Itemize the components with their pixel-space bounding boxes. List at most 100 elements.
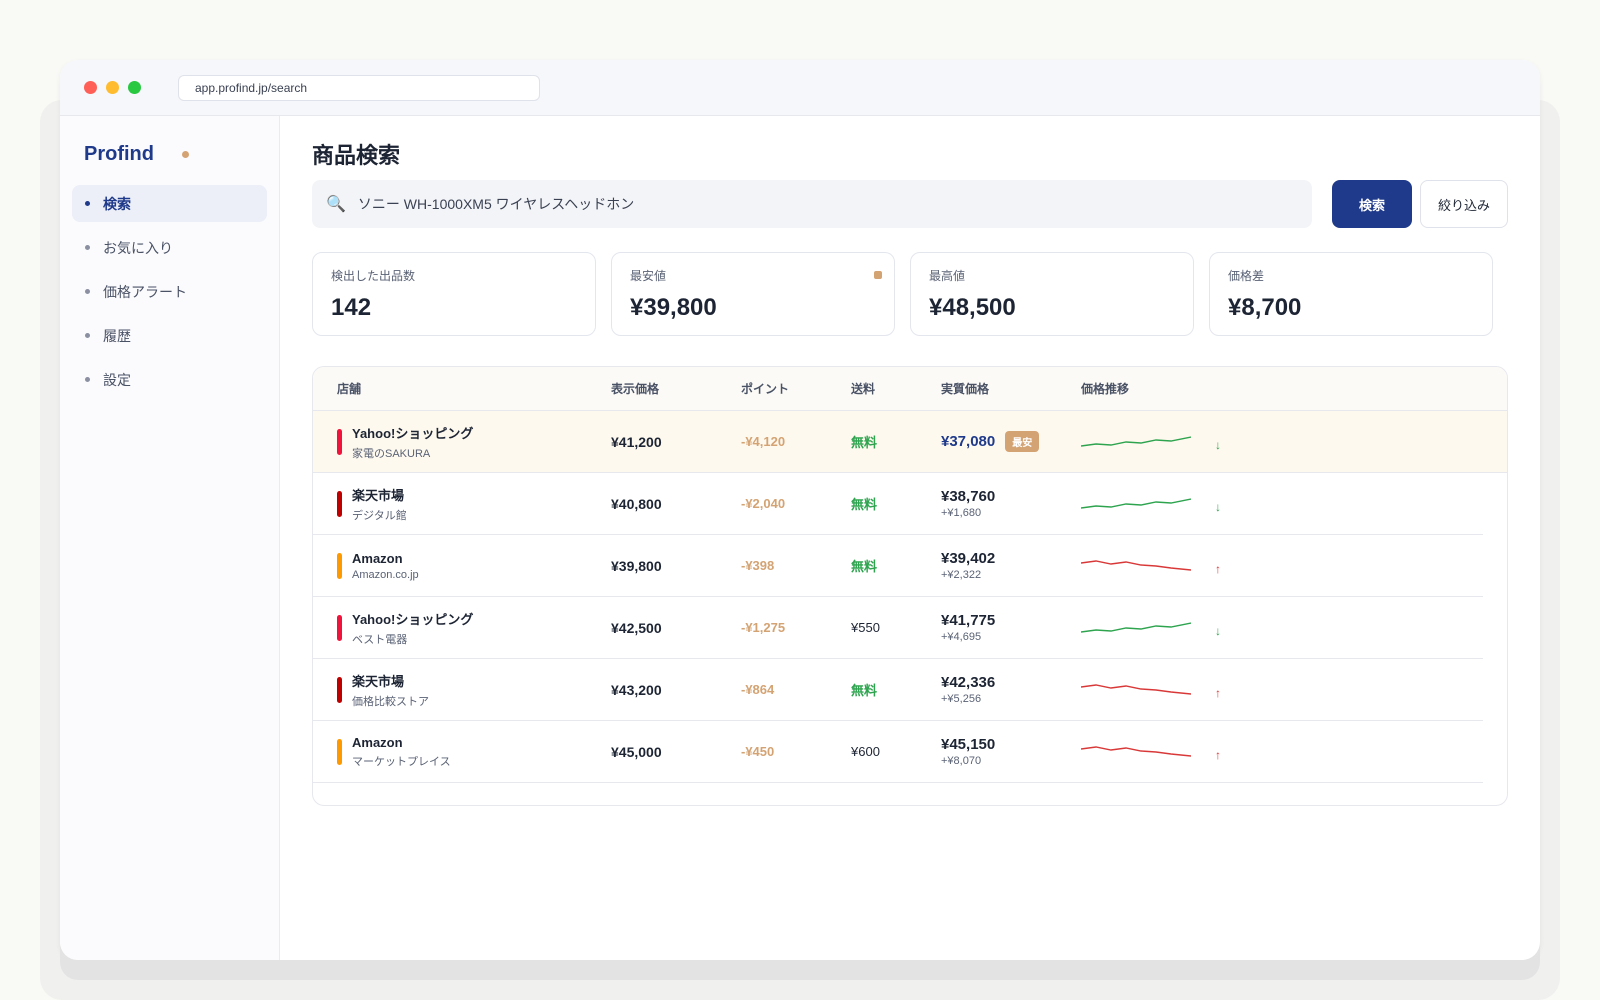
shop-store: マーケットプレイス bbox=[352, 755, 451, 768]
maximize-window-button[interactable] bbox=[128, 81, 141, 94]
table-row[interactable]: 楽天市場 デジタル館 ¥40,800 -¥2,040 無料 ¥38,760 +¥1,680 ↓ bbox=[313, 473, 1483, 535]
stat-card: 最高値 ¥48,500 bbox=[910, 252, 1194, 336]
shop-color-bar bbox=[337, 738, 342, 765]
header-price[interactable]: 表示価格 bbox=[611, 382, 660, 396]
sidebar-nav: 検索お気に入り価格アラート履歴設定 bbox=[60, 185, 279, 398]
shipping: ¥550 bbox=[851, 620, 880, 635]
sidebar-item-label: 検索 bbox=[103, 195, 131, 212]
sparkline-chart bbox=[1081, 621, 1191, 633]
shop-name: Yahoo!ショッピング bbox=[352, 611, 474, 627]
table-row[interactable]: Yahoo!ショッピング ベスト電器 ¥42,500 -¥1,275 ¥550 ¥41,7… bbox=[313, 597, 1483, 659]
trend-cell: ↓ bbox=[1081, 618, 1221, 638]
price-difference: +¥5,256 bbox=[941, 693, 982, 705]
close-window-button[interactable] bbox=[84, 81, 97, 94]
arrow-down-icon: ↓ bbox=[1215, 499, 1221, 514]
shop-store: デジタル館 bbox=[352, 509, 407, 522]
stat-label: 価格差 bbox=[1228, 269, 1265, 283]
header-trend: 価格推移 bbox=[1081, 382, 1130, 396]
shop-store: Amazon.co.jp bbox=[352, 568, 419, 581]
main-content: 商品検索 🔍 検索 絞り込み 検出した出品数 142 最安値 ¥39,800 最高値 ¥4… bbox=[280, 116, 1540, 960]
real-price-cell: ¥42,336 +¥5,256 bbox=[941, 674, 1081, 705]
trend-cell: ↑ bbox=[1081, 680, 1221, 700]
search-icon: 🔍 bbox=[326, 196, 346, 213]
nav-bullet-icon bbox=[85, 245, 90, 250]
nav-bullet-icon bbox=[85, 377, 90, 382]
shop-name: Amazon bbox=[352, 550, 403, 566]
table-row[interactable]: Amazon マーケットプレイス ¥45,000 -¥450 ¥600 ¥45,150 +¥… bbox=[313, 721, 1483, 783]
sidebar: Profind 検索 お気に入り 価格アラート 履歴 設定 bbox=[60, 116, 280, 960]
header-point[interactable]: ポイント bbox=[741, 382, 790, 396]
sidebar-item-4[interactable]: 設定 bbox=[72, 361, 267, 398]
stat-value: 142 bbox=[331, 294, 372, 321]
table-body: Yahoo!ショッピング 家電のSAKURA ¥41,200 -¥4,120 無料 ¥37… bbox=[313, 411, 1507, 783]
display-price: ¥43,200 bbox=[611, 681, 662, 698]
search-box[interactable]: 🔍 bbox=[312, 180, 1312, 228]
price-difference: +¥2,322 bbox=[941, 569, 982, 581]
page-title: 商品検索 bbox=[312, 143, 401, 168]
arrow-up-icon: ↑ bbox=[1215, 561, 1221, 576]
stat-card: 最安値 ¥39,800 bbox=[611, 252, 895, 336]
real-price-cell: ¥41,775 +¥4,695 bbox=[941, 612, 1081, 643]
real-price-cell: ¥45,150 +¥8,070 bbox=[941, 736, 1081, 767]
shop-name: Yahoo!ショッピング bbox=[352, 425, 474, 441]
sparkline-chart bbox=[1081, 683, 1191, 695]
display-price: ¥42,500 bbox=[611, 619, 662, 636]
sparkline-chart bbox=[1081, 745, 1191, 757]
stat-label: 検出した出品数 bbox=[331, 269, 416, 283]
points: -¥398 bbox=[741, 558, 775, 573]
display-price: ¥39,800 bbox=[611, 557, 662, 574]
table-row[interactable]: 楽天市場 価格比較ストア ¥43,200 -¥864 無料 ¥42,336 +¥5,256 ↑ bbox=[313, 659, 1483, 721]
arrow-up-icon: ↑ bbox=[1215, 747, 1221, 762]
shipping: 無料 bbox=[851, 435, 878, 450]
minimize-window-button[interactable] bbox=[106, 81, 119, 94]
shop-cell: 楽天市場価格比較ストア bbox=[313, 671, 611, 709]
table-row[interactable]: Yahoo!ショッピング 家電のSAKURA ¥41,200 -¥4,120 無料 ¥37… bbox=[313, 411, 1507, 473]
search-row: 🔍 検索 絞り込み bbox=[312, 180, 1508, 228]
results-table: 店舗 表示価格 ポイント 送料 実質価格 価格推移 Yahoo!ショッピング 家電… bbox=[312, 366, 1508, 806]
search-input[interactable] bbox=[357, 196, 1258, 212]
lowest-marker-icon bbox=[874, 271, 882, 279]
real-price: ¥37,080 bbox=[941, 433, 996, 450]
trend-cell: ↑ bbox=[1081, 556, 1221, 576]
search-button[interactable]: 検索 bbox=[1332, 180, 1412, 228]
sidebar-item-2[interactable]: 価格アラート bbox=[72, 273, 267, 310]
header-shipping[interactable]: 送料 bbox=[851, 382, 876, 396]
points: -¥450 bbox=[741, 744, 775, 759]
filter-button[interactable]: 絞り込み bbox=[1420, 180, 1508, 228]
sidebar-item-0[interactable]: 検索 bbox=[72, 185, 267, 222]
stat-value: ¥39,800 bbox=[630, 294, 717, 321]
shop-name: Amazon bbox=[352, 734, 403, 750]
stat-value: ¥8,700 bbox=[1228, 294, 1302, 321]
browser-window: app.profind.jp/search Profind 検索 お気に入り 価格ア… bbox=[60, 60, 1540, 960]
price-difference: +¥1,680 bbox=[941, 507, 982, 519]
shop-color-bar bbox=[337, 428, 342, 455]
real-price-cell: ¥38,760 +¥1,680 bbox=[941, 488, 1081, 519]
trend-cell: ↑ bbox=[1081, 742, 1221, 762]
stats-row: 検出した出品数 142 最安値 ¥39,800 最高値 ¥48,500 価格差 ¥8,700 bbox=[312, 252, 1508, 336]
shop-cell: Yahoo!ショッピング ベスト電器 bbox=[313, 609, 611, 647]
shop-name: 楽天市場 bbox=[352, 673, 405, 689]
shop-cell: Amazon マーケットプレイス bbox=[313, 735, 611, 769]
real-price: ¥39,402 bbox=[941, 550, 996, 567]
best-badge: 最安 bbox=[1005, 431, 1040, 452]
points: -¥1,275 bbox=[741, 620, 786, 635]
header-real-price[interactable]: 実質価格 bbox=[941, 382, 990, 396]
title-bar: app.profind.jp/search bbox=[60, 60, 1540, 116]
sparkline-chart bbox=[1081, 559, 1191, 571]
shop-store: 家電のSAKURA bbox=[352, 447, 431, 460]
header-shop[interactable]: 店舗 bbox=[337, 382, 362, 396]
address-bar[interactable]: app.profind.jp/search bbox=[178, 74, 540, 101]
table-header: 店舗 表示価格 ポイント 送料 実質価格 価格推移 bbox=[313, 367, 1507, 411]
real-price-cell: ¥37,080 最安 bbox=[941, 431, 1081, 452]
sidebar-item-label: 価格アラート bbox=[103, 283, 187, 300]
table-row[interactable]: Amazon Amazon.co.jp ¥39,800 -¥398 無料 ¥39,402 +… bbox=[313, 535, 1483, 597]
arrow-down-icon: ↓ bbox=[1215, 437, 1221, 452]
points: -¥4,120 bbox=[741, 434, 786, 449]
sidebar-item-1[interactable]: お気に入り bbox=[72, 229, 267, 266]
shop-color-bar bbox=[337, 552, 342, 579]
sidebar-item-label: 設定 bbox=[103, 371, 131, 388]
real-price: ¥38,760 bbox=[941, 488, 996, 505]
price-difference: +¥8,070 bbox=[941, 755, 982, 767]
sidebar-item-3[interactable]: 履歴 bbox=[72, 317, 267, 354]
shop-store: 価格比較ストア bbox=[352, 695, 429, 708]
